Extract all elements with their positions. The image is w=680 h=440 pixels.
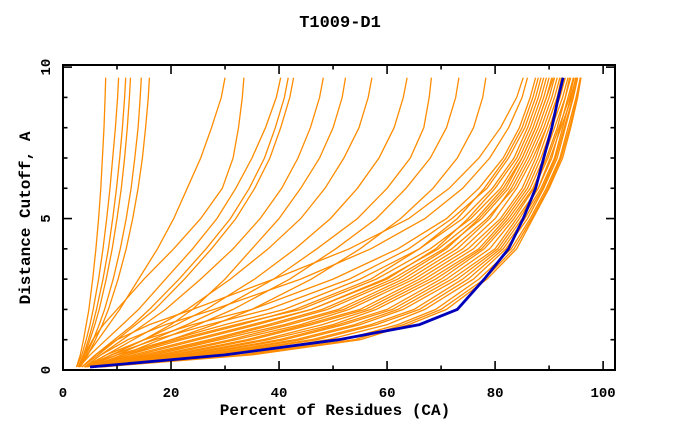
model-curve-9 bbox=[95, 77, 577, 368]
model-curve-21 bbox=[95, 77, 566, 368]
model-curve-46 bbox=[79, 77, 151, 368]
plot-border bbox=[62, 64, 616, 371]
model-curve-28 bbox=[89, 77, 582, 368]
model-curve-25 bbox=[100, 77, 578, 368]
highlighted-model-curve bbox=[89, 77, 565, 369]
model-curve-10 bbox=[95, 77, 579, 368]
model-curve-33 bbox=[81, 77, 295, 368]
model-curve-44 bbox=[78, 77, 142, 368]
x-tick-label: 80 bbox=[487, 386, 504, 402]
x-tick-label: 100 bbox=[590, 386, 615, 402]
y-axis-title: Distance Cutoff, A bbox=[17, 131, 35, 304]
model-curve-39 bbox=[89, 77, 487, 368]
model-curve-42 bbox=[75, 77, 120, 368]
curves-layer bbox=[75, 77, 582, 369]
model-curve-24 bbox=[100, 77, 577, 368]
model-curve-7 bbox=[95, 77, 572, 368]
model-curve-41 bbox=[75, 77, 107, 368]
model-curve-16 bbox=[89, 77, 550, 368]
model-curve-23 bbox=[100, 77, 575, 368]
model-curve-18 bbox=[89, 77, 556, 368]
model-curve-36 bbox=[84, 77, 373, 368]
model-curve-17 bbox=[89, 77, 555, 368]
y-tick-label: 10 bbox=[39, 59, 55, 76]
model-curve-38 bbox=[89, 77, 460, 368]
model-curve-26 bbox=[84, 77, 529, 368]
model-curve-20 bbox=[95, 77, 563, 368]
model-curve-12 bbox=[100, 77, 582, 368]
y-tick-label: 5 bbox=[39, 214, 55, 222]
chart-title: T1009-D1 bbox=[299, 14, 381, 33]
model-curve-40 bbox=[87, 77, 433, 368]
x-tick-label: 0 bbox=[59, 386, 67, 402]
x-tick-label: 40 bbox=[271, 386, 288, 402]
model-curve-31 bbox=[78, 77, 282, 368]
model-curve-4 bbox=[89, 77, 558, 368]
axes-layer bbox=[62, 64, 616, 371]
model-curve-37 bbox=[87, 77, 408, 368]
model-curve-45 bbox=[77, 77, 127, 368]
model-curve-14 bbox=[84, 77, 542, 368]
model-curve-43 bbox=[78, 77, 132, 368]
x-axis-title: Percent of Residues (CA) bbox=[220, 402, 450, 420]
model-curve-29 bbox=[78, 77, 226, 368]
model-curve-32 bbox=[81, 77, 289, 368]
model-curve-19 bbox=[89, 77, 561, 368]
model-curve-22 bbox=[95, 77, 571, 368]
tick-labels-layer: 0 20 40 60 80 100 0 5 10 bbox=[39, 59, 616, 402]
y-tick-label: 0 bbox=[39, 366, 55, 374]
model-curve-34 bbox=[84, 77, 324, 368]
model-curve-8 bbox=[95, 77, 575, 368]
x-tick-label: 20 bbox=[163, 386, 180, 402]
x-tick-label: 60 bbox=[379, 386, 396, 402]
model-curve-2 bbox=[84, 77, 548, 368]
